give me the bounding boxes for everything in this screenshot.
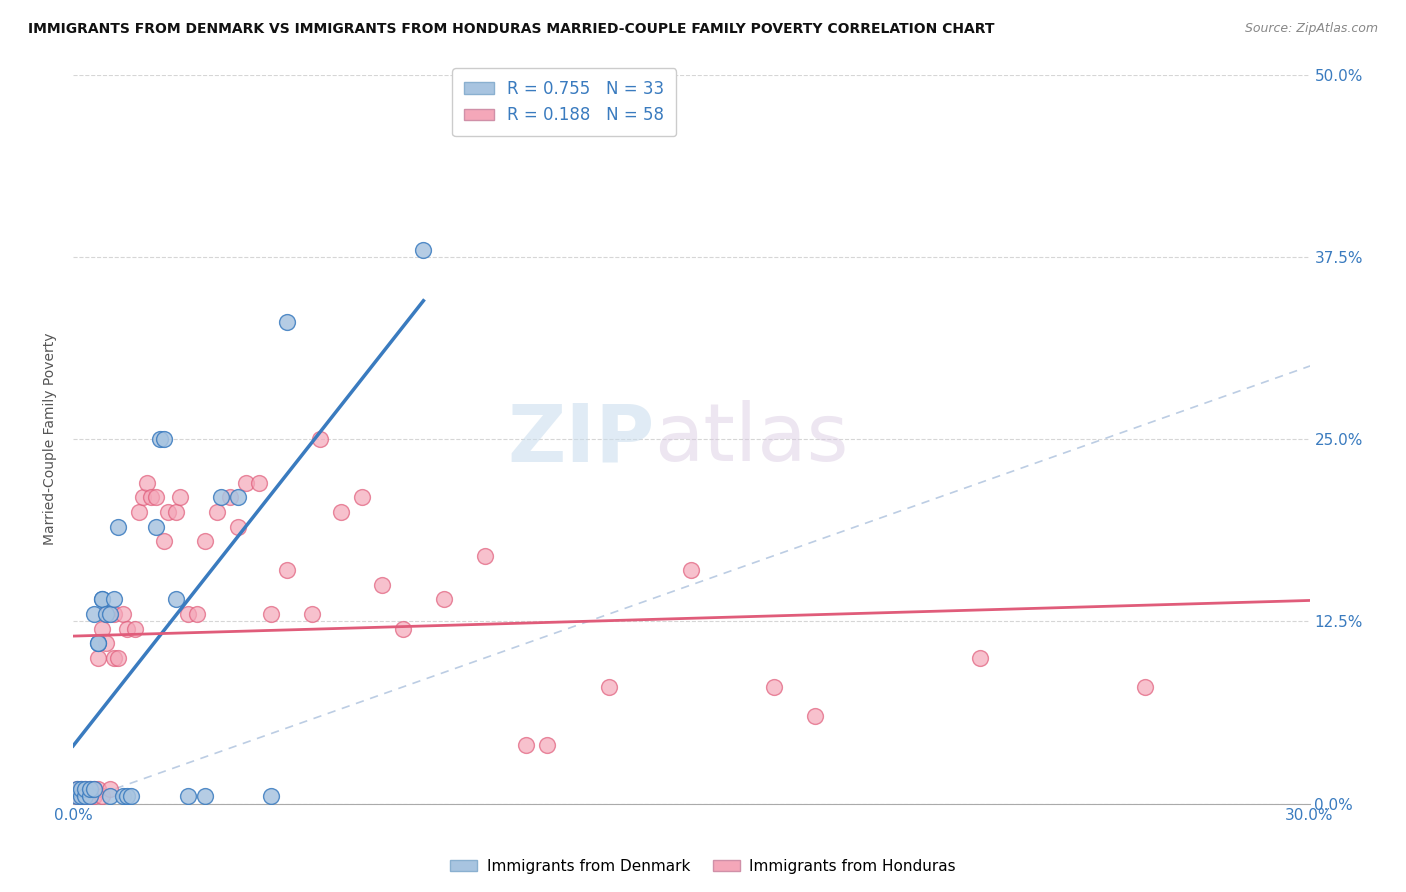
Point <box>115 622 138 636</box>
Point <box>111 789 134 804</box>
Text: atlas: atlas <box>654 401 849 478</box>
Point <box>128 505 150 519</box>
Point <box>83 789 105 804</box>
Point <box>165 592 187 607</box>
Point <box>87 636 110 650</box>
Point <box>70 782 93 797</box>
Point <box>226 491 249 505</box>
Point <box>276 563 298 577</box>
Point <box>211 491 233 505</box>
Point <box>235 475 257 490</box>
Point <box>87 782 110 797</box>
Point <box>70 789 93 804</box>
Text: IMMIGRANTS FROM DENMARK VS IMMIGRANTS FROM HONDURAS MARRIED-COUPLE FAMILY POVERT: IMMIGRANTS FROM DENMARK VS IMMIGRANTS FR… <box>28 22 994 37</box>
Point <box>433 592 456 607</box>
Point <box>107 519 129 533</box>
Point <box>260 607 283 621</box>
Point <box>103 607 125 621</box>
Point <box>79 789 101 804</box>
Point <box>330 505 353 519</box>
Point <box>66 782 89 797</box>
Point <box>350 491 373 505</box>
Point <box>103 650 125 665</box>
Point <box>247 475 270 490</box>
Point <box>103 592 125 607</box>
Point <box>70 782 93 797</box>
Point <box>83 782 105 797</box>
Point <box>156 505 179 519</box>
Point <box>169 491 191 505</box>
Point <box>371 578 394 592</box>
Point <box>149 432 172 446</box>
Point <box>124 622 146 636</box>
Point <box>66 782 89 797</box>
Point <box>301 607 323 621</box>
Point <box>91 789 114 804</box>
Point <box>177 789 200 804</box>
Point <box>79 782 101 797</box>
Point <box>762 680 785 694</box>
Point <box>177 607 200 621</box>
Point <box>120 789 142 804</box>
Point <box>145 491 167 505</box>
Text: ZIP: ZIP <box>508 401 654 478</box>
Point <box>969 650 991 665</box>
Point <box>186 607 208 621</box>
Point <box>194 534 217 549</box>
Point <box>75 782 97 797</box>
Point <box>536 739 558 753</box>
Point <box>91 622 114 636</box>
Point <box>515 739 537 753</box>
Legend: R = 0.755   N = 33, R = 0.188   N = 58: R = 0.755 N = 33, R = 0.188 N = 58 <box>453 69 676 136</box>
Point <box>207 505 229 519</box>
Point <box>94 607 117 621</box>
Point <box>75 789 97 804</box>
Legend: Immigrants from Denmark, Immigrants from Honduras: Immigrants from Denmark, Immigrants from… <box>444 853 962 880</box>
Point <box>79 789 101 804</box>
Point <box>309 432 332 446</box>
Point <box>276 315 298 329</box>
Point <box>804 709 827 723</box>
Point <box>79 782 101 797</box>
Text: Source: ZipAtlas.com: Source: ZipAtlas.com <box>1244 22 1378 36</box>
Point <box>165 505 187 519</box>
Point <box>218 491 240 505</box>
Point <box>94 607 117 621</box>
Point <box>66 789 89 804</box>
Point <box>91 592 114 607</box>
Point <box>83 782 105 797</box>
Point <box>391 622 413 636</box>
Point <box>141 491 163 505</box>
Point <box>226 519 249 533</box>
Point <box>87 650 110 665</box>
Point <box>75 782 97 797</box>
Point <box>598 680 620 694</box>
Point <box>70 789 93 804</box>
Point <box>98 782 121 797</box>
Point <box>115 789 138 804</box>
Point <box>132 491 155 505</box>
Point <box>87 636 110 650</box>
Point <box>136 475 159 490</box>
Point <box>94 636 117 650</box>
Point <box>111 607 134 621</box>
Point <box>681 563 703 577</box>
Point <box>98 789 121 804</box>
Point <box>474 549 496 563</box>
Point <box>260 789 283 804</box>
Point <box>194 789 217 804</box>
Point <box>152 534 174 549</box>
Point <box>98 607 121 621</box>
Point <box>75 789 97 804</box>
Point <box>152 432 174 446</box>
Point <box>83 607 105 621</box>
Y-axis label: Married-Couple Family Poverty: Married-Couple Family Poverty <box>44 333 58 545</box>
Point <box>412 243 434 257</box>
Point <box>145 519 167 533</box>
Point <box>1133 680 1156 694</box>
Point <box>107 650 129 665</box>
Point <box>66 789 89 804</box>
Point <box>91 592 114 607</box>
